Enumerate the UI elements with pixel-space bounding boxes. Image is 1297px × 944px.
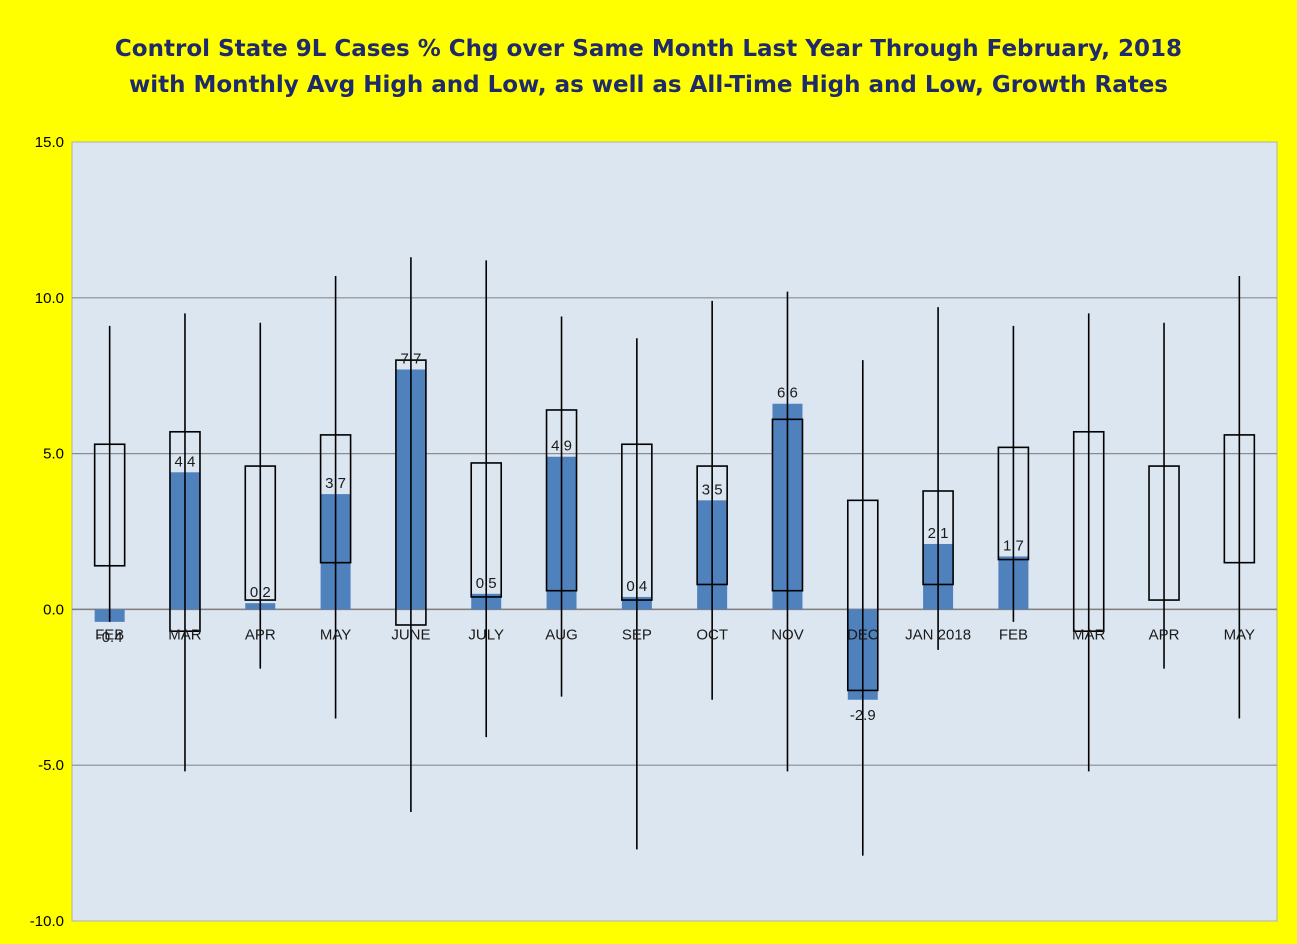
avg-range-box — [395, 359, 427, 626]
avg-range-box — [169, 430, 201, 633]
data-label: 0.2 — [250, 584, 271, 601]
x-category-label: FEB — [95, 626, 124, 643]
x-category-label: JAN 2018 — [905, 626, 971, 643]
data-label: 4.4 — [175, 453, 196, 470]
data-label: -2.9 — [850, 707, 876, 724]
y-tick-label: -10.0 — [30, 913, 64, 930]
data-label: 3.7 — [325, 475, 346, 492]
x-category-label: APR — [245, 626, 276, 643]
data-label: 1.7 — [1003, 537, 1024, 554]
plot-area — [71, 141, 1278, 922]
label-layer: -10.0 -5.0 0.0 5.0 10.0 15.0 FEB MAR APR MAY JUNE J… — [30, 134, 1255, 930]
avg-range-box — [470, 462, 503, 598]
avg-range-box — [93, 443, 126, 567]
chart-subtitle: with Monthly Avg High and Low, as well a… — [128, 72, 1168, 98]
avg-range-box — [846, 499, 879, 692]
avg-range-box — [1148, 465, 1180, 601]
x-category-label: OCT — [696, 626, 728, 643]
y-tick-label: 5.0 — [43, 446, 64, 463]
avg-range-box — [244, 465, 277, 601]
x-category-label: MAR — [168, 626, 202, 643]
x-category-label: MAY — [1224, 626, 1255, 643]
avg-range-box — [997, 446, 1030, 561]
avg-range-box — [922, 490, 954, 586]
data-label: 7.7 — [400, 350, 421, 367]
x-category-label: MAR — [1072, 626, 1106, 643]
x-category-label: APR — [1149, 626, 1180, 643]
data-label: 4.9 — [551, 438, 572, 455]
x-category-label: MAY — [320, 626, 351, 643]
avg-range-box — [621, 443, 653, 601]
x-category-label: JUNE — [391, 626, 430, 643]
y-tick-label: 0.0 — [43, 601, 64, 618]
x-category-label: NOV — [771, 626, 804, 643]
avg-range-box — [319, 434, 352, 564]
x-category-label: FEB — [999, 626, 1028, 643]
data-label: 0.5 — [476, 575, 497, 592]
y-tick-label: 10.0 — [35, 290, 64, 307]
x-category-label: SEP — [622, 626, 652, 643]
data-label: -0.4 — [97, 629, 123, 646]
chart-title: Control State 9L Cases % Chg over Same M… — [114, 36, 1183, 62]
x-category-label: AUG — [545, 626, 578, 643]
avg-range-box — [1072, 430, 1105, 633]
avg-range-box — [696, 465, 728, 586]
data-label: 0.4 — [626, 578, 647, 595]
avg-range-box — [771, 418, 804, 592]
data-label: 6.6 — [777, 385, 798, 402]
range-layer — [93, 257, 1256, 856]
data-label: 2.1 — [928, 525, 949, 542]
data-label: 3.5 — [702, 481, 723, 498]
avg-range-box — [545, 409, 578, 592]
x-category-label: DEC — [847, 626, 879, 643]
avg-range-box — [1223, 434, 1256, 564]
x-category-label: JULY — [468, 626, 504, 643]
y-tick-label: 15.0 — [35, 134, 64, 151]
y-tick-label: -5.0 — [38, 757, 64, 774]
